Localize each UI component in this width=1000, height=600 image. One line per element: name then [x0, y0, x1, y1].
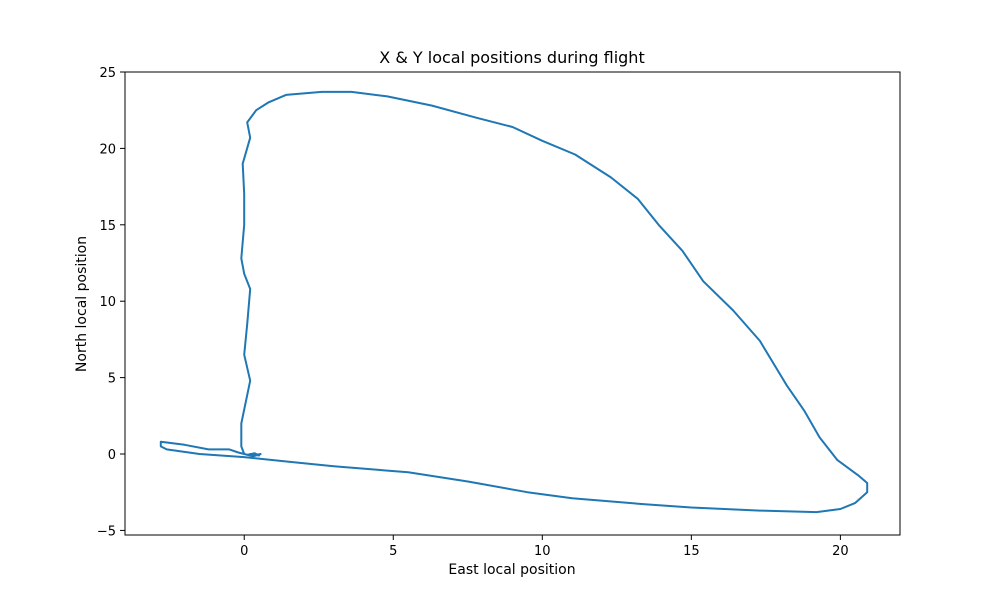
- y-tick-label: 20: [99, 142, 116, 157]
- x-axis-label: East local position: [448, 562, 575, 578]
- series-line: [159, 90, 869, 514]
- x-tick-label: 20: [832, 544, 849, 559]
- y-tick-label: 25: [99, 66, 116, 81]
- x-axis-ticks: 0 5 10 15 20: [240, 535, 849, 559]
- y-tick-label: −5: [97, 524, 116, 539]
- x-tick-label: 15: [683, 544, 700, 559]
- plot-area: [124, 71, 901, 536]
- axes-frame: [124, 71, 901, 536]
- y-axis-label: North local position: [74, 236, 90, 372]
- x-tick-label: 5: [389, 544, 397, 559]
- y-tick-label: 5: [108, 372, 116, 387]
- x-tick-label: 0: [240, 544, 248, 559]
- y-tick-label: 15: [99, 219, 116, 234]
- chart-title: X & Y local positions during flight: [379, 48, 644, 67]
- x-tick-label: 10: [534, 544, 551, 559]
- y-tick-label: 0: [108, 448, 116, 463]
- y-tick-label: 10: [99, 295, 116, 310]
- y-axis-ticks: −5 0 5 10 15 20 25: [97, 66, 125, 539]
